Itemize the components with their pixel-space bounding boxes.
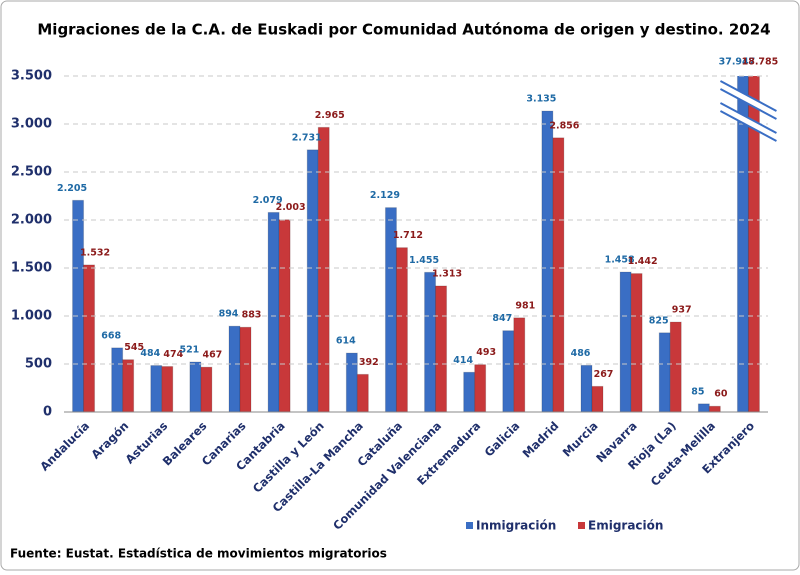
value-label: 60 xyxy=(714,389,728,400)
bar xyxy=(228,325,241,413)
value-label: 1.458 xyxy=(605,255,635,266)
y-tick-label: 3.500 xyxy=(11,69,52,84)
value-label: 267 xyxy=(594,369,614,380)
bar xyxy=(513,317,526,413)
value-label: 847 xyxy=(492,313,512,324)
value-label: 2.205 xyxy=(57,183,87,194)
y-tick-label: 0 xyxy=(43,405,52,420)
axis-break xyxy=(719,102,777,134)
bar xyxy=(502,330,515,413)
value-label: 493 xyxy=(476,347,496,358)
bar xyxy=(189,361,202,413)
bar xyxy=(630,273,643,413)
y-tick-label: 1.500 xyxy=(11,261,52,276)
bar xyxy=(111,347,124,413)
axis-break xyxy=(719,110,777,142)
value-label: 37.947 xyxy=(719,57,756,68)
bar xyxy=(552,137,565,413)
value-label: 1.712 xyxy=(393,230,423,241)
bar xyxy=(658,332,671,413)
y-tick-label: 2.500 xyxy=(11,165,52,180)
bar xyxy=(150,365,163,413)
bar xyxy=(395,247,408,413)
legend-label: Emigración xyxy=(588,519,663,533)
axis-break xyxy=(718,103,779,141)
value-label: 1.442 xyxy=(628,256,658,267)
bar xyxy=(122,359,135,413)
value-label: 1.532 xyxy=(80,247,110,258)
bar xyxy=(591,385,604,413)
bar xyxy=(267,211,280,413)
value-label: 474 xyxy=(163,349,183,360)
value-label: 2.079 xyxy=(253,195,283,206)
value-label: 1.313 xyxy=(432,268,462,279)
bar xyxy=(72,199,85,413)
value-label: 883 xyxy=(242,310,262,321)
value-label: 937 xyxy=(672,305,692,316)
y-tick-label: 2.000 xyxy=(11,213,52,228)
y-tick-label: 1.000 xyxy=(11,309,52,324)
bar xyxy=(345,352,358,413)
value-label: 2.003 xyxy=(276,202,306,213)
bar xyxy=(541,110,554,413)
bar xyxy=(306,149,319,413)
value-label: 85 xyxy=(691,386,704,397)
value-label: 2.965 xyxy=(315,110,345,121)
axis-break xyxy=(719,88,777,120)
value-label: 668 xyxy=(101,330,121,341)
value-label: 545 xyxy=(124,342,144,353)
bar xyxy=(619,271,632,413)
bar xyxy=(239,326,252,413)
bar xyxy=(669,321,682,413)
bar xyxy=(708,405,721,413)
chart-title: Migraciones de la C.A. de Euskadi por Co… xyxy=(37,21,770,39)
value-label: 614 xyxy=(336,336,356,347)
axis-break xyxy=(719,80,777,112)
value-label: 467 xyxy=(202,350,222,361)
bar xyxy=(580,364,593,413)
value-label: 2.856 xyxy=(549,120,579,131)
bar xyxy=(317,126,330,413)
value-label: 486 xyxy=(571,348,591,359)
y-tick-label: 500 xyxy=(25,357,52,372)
bar xyxy=(161,365,174,413)
value-label: 3.135 xyxy=(526,94,556,105)
bar xyxy=(474,364,487,413)
legend-label: Inmigración xyxy=(476,519,556,533)
bar xyxy=(424,271,437,413)
value-label: 894 xyxy=(219,309,239,320)
value-label: 414 xyxy=(453,355,473,366)
legend-swatch xyxy=(466,522,473,529)
value-label: 484 xyxy=(140,348,160,359)
value-label: 981 xyxy=(515,300,535,311)
y-tick-label: 3.000 xyxy=(11,117,52,132)
value-label: 2.129 xyxy=(370,190,400,201)
axis-break xyxy=(718,81,779,119)
source-note: Fuente: Eustat. Estadística de movimient… xyxy=(10,547,387,561)
bar xyxy=(435,285,448,413)
bar xyxy=(83,264,96,413)
bar xyxy=(356,373,369,413)
value-label: 2.731 xyxy=(292,132,322,143)
bar xyxy=(463,371,476,413)
bar xyxy=(697,403,710,413)
value-label: 1.455 xyxy=(409,255,439,266)
value-label: 825 xyxy=(649,315,669,326)
value-label: 18.785 xyxy=(742,57,779,68)
value-label: 392 xyxy=(359,357,379,368)
value-label: 521 xyxy=(179,344,199,355)
legend-swatch xyxy=(578,522,585,529)
bar xyxy=(200,366,213,413)
